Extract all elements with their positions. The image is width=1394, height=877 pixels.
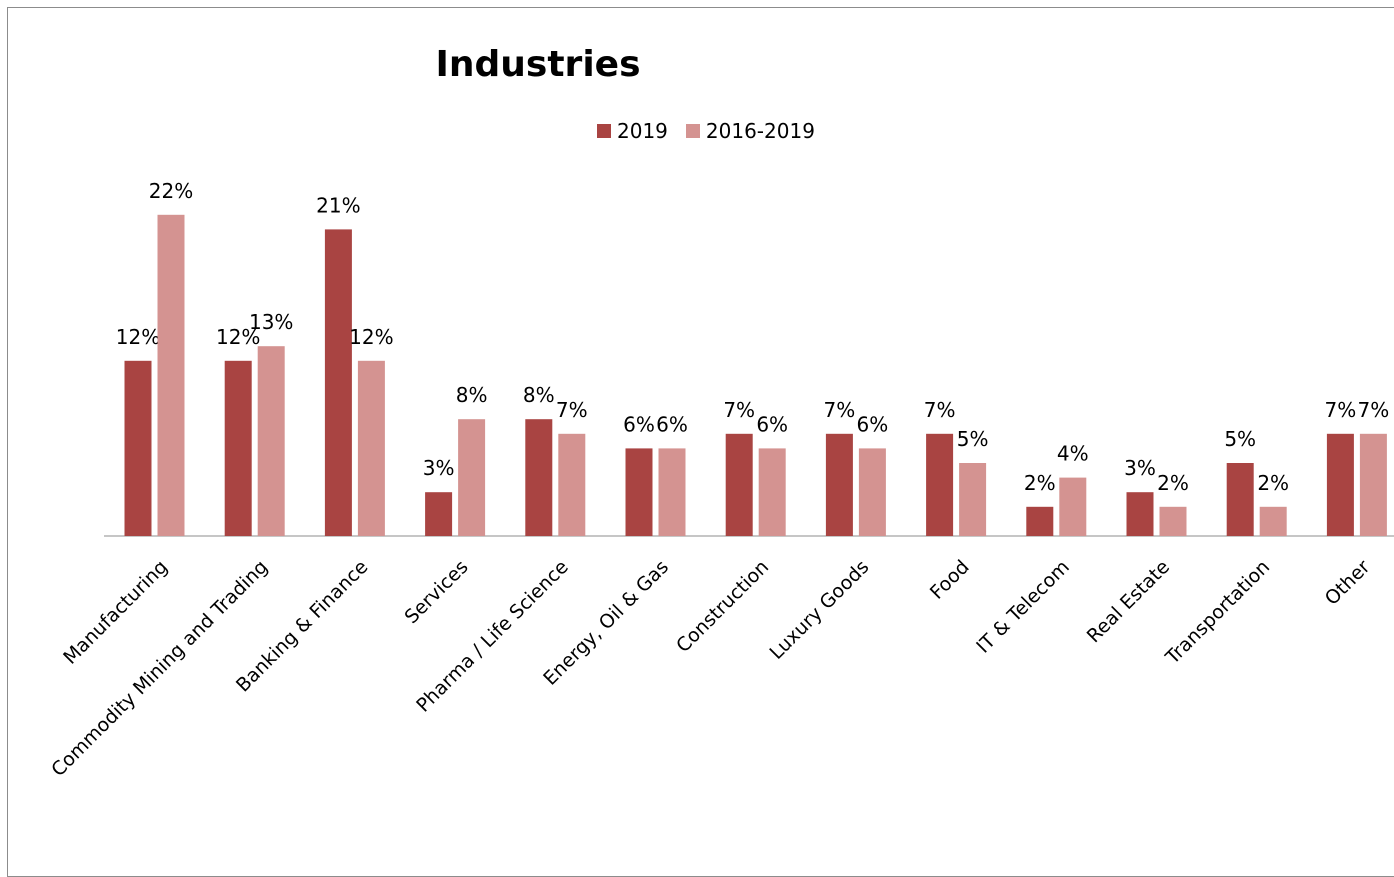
data-label-series-1-10: 3% bbox=[1124, 456, 1156, 480]
bar-series-1-5 bbox=[625, 448, 653, 536]
bar-series-2-2 bbox=[357, 360, 385, 536]
category-label-9: IT & Telecom bbox=[972, 556, 1074, 658]
data-label-series-2-4: 7% bbox=[556, 398, 588, 422]
data-label-series-1-1: 12% bbox=[216, 325, 260, 349]
data-label-series-1-0: 12% bbox=[116, 325, 160, 349]
bar-series-2-7 bbox=[858, 448, 886, 536]
bar-series-2-1 bbox=[257, 346, 285, 536]
data-label-series-2-2: 12% bbox=[349, 325, 393, 349]
data-label-series-1-12: 7% bbox=[1325, 398, 1357, 422]
data-label-series-1-11: 5% bbox=[1224, 427, 1256, 451]
data-label-series-2-7: 6% bbox=[857, 412, 889, 436]
data-label-series-1-5: 6% bbox=[623, 412, 655, 436]
bar-series-2-12 bbox=[1359, 433, 1387, 536]
data-label-series-1-4: 8% bbox=[523, 383, 555, 407]
data-label-series-1-8: 7% bbox=[924, 398, 956, 422]
bar-series-1-2 bbox=[324, 229, 352, 536]
bar-series-1-0 bbox=[124, 360, 152, 536]
bar-series-2-5 bbox=[658, 448, 686, 536]
data-label-series-2-8: 5% bbox=[957, 427, 989, 451]
bar-series-2-10 bbox=[1159, 506, 1187, 536]
category-label-1: Commodity Mining and Trading bbox=[47, 556, 272, 781]
bar-series-1-8 bbox=[926, 433, 954, 536]
bar-series-1-11 bbox=[1226, 463, 1254, 536]
data-label-series-1-3: 3% bbox=[423, 456, 455, 480]
data-label-series-2-11: 2% bbox=[1257, 471, 1289, 495]
legend: 2019 2016-2019 bbox=[597, 119, 833, 143]
data-label-series-1-2: 21% bbox=[316, 193, 360, 217]
category-label-3: Services bbox=[400, 556, 472, 628]
data-label-series-1-7: 7% bbox=[824, 398, 856, 422]
data-label-series-2-9: 4% bbox=[1057, 442, 1089, 466]
bar-series-2-9 bbox=[1059, 477, 1087, 536]
bar-series-1-7 bbox=[825, 433, 853, 536]
category-label-8: Food bbox=[926, 556, 974, 604]
bar-series-2-4 bbox=[558, 433, 586, 536]
data-label-series-2-3: 8% bbox=[456, 383, 488, 407]
bar-series-2-0 bbox=[157, 214, 185, 537]
data-label-series-1-9: 2% bbox=[1024, 471, 1056, 495]
bar-series-1-4 bbox=[525, 419, 553, 536]
legend-item-series-1: 2019 bbox=[597, 119, 668, 143]
category-label-6: Construction bbox=[672, 556, 773, 657]
data-label-series-2-1: 13% bbox=[249, 310, 293, 334]
legend-label-series-2: 2016-2019 bbox=[705, 119, 815, 143]
category-label-7: Luxury Goods bbox=[766, 556, 874, 664]
bar-series-1-9 bbox=[1026, 506, 1054, 536]
data-label-series-2-12: 7% bbox=[1358, 398, 1390, 422]
chart-title: Industries bbox=[435, 44, 641, 85]
bar-series-1-12 bbox=[1326, 433, 1354, 536]
bar-series-2-3 bbox=[458, 419, 486, 536]
bar-series-1-6 bbox=[725, 433, 753, 536]
legend-item-series-2: 2016-2019 bbox=[685, 119, 815, 143]
legend-swatch-series-2 bbox=[685, 124, 700, 138]
bar-series-1-3 bbox=[425, 492, 453, 536]
legend-label-series-1: 2019 bbox=[617, 119, 668, 143]
bar-series-1-10 bbox=[1126, 492, 1154, 536]
bar-series-2-8 bbox=[959, 463, 987, 536]
data-label-series-2-10: 2% bbox=[1157, 471, 1189, 495]
category-label-10: Real Estate bbox=[1083, 556, 1174, 647]
category-label-0: Manufacturing bbox=[59, 556, 172, 669]
data-label-series-2-5: 6% bbox=[656, 412, 688, 436]
bar-series-2-6 bbox=[758, 448, 786, 536]
bar-series-2-11 bbox=[1259, 506, 1287, 536]
data-label-series-2-6: 6% bbox=[756, 412, 788, 436]
bar-series-1-1 bbox=[224, 360, 252, 536]
category-label-11: Transportation bbox=[1161, 556, 1274, 669]
legend-swatch-series-1 bbox=[597, 124, 611, 138]
data-label-series-1-6: 7% bbox=[723, 398, 755, 422]
category-label-12: Other bbox=[1321, 556, 1375, 610]
data-label-series-2-0: 22% bbox=[149, 179, 193, 203]
